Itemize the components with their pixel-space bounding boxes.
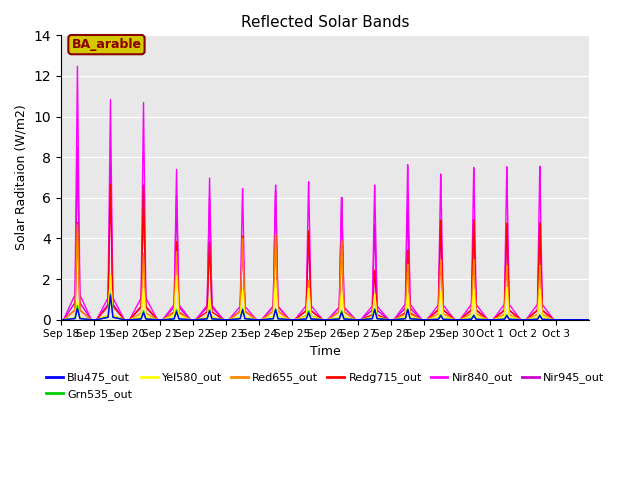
Blu475_out <box>580 317 588 323</box>
Nir840_out <box>473 303 481 309</box>
Redg715_out <box>393 315 401 321</box>
Yel580_out <box>165 314 173 320</box>
Yel580_out <box>440 314 447 320</box>
Red655_out <box>580 317 588 323</box>
Nir840_out <box>165 308 173 314</box>
Nir840_out <box>440 302 447 308</box>
Grn535_out <box>586 317 593 323</box>
Text: BA_arable: BA_arable <box>72 38 141 51</box>
Legend: Blu475_out, Grn535_out, Yel580_out, Red655_out, Redg715_out, Nir840_out, Nir945_: Blu475_out, Grn535_out, Yel580_out, Red6… <box>42 368 609 404</box>
Nir840_out <box>57 317 65 323</box>
Line: Redg715_out: Redg715_out <box>61 184 589 320</box>
Yel580_out <box>586 317 593 323</box>
Nir840_out <box>393 313 401 319</box>
Blu475_out <box>393 317 401 323</box>
Red655_out <box>586 317 593 323</box>
Blu475_out <box>586 317 593 323</box>
Blu475_out <box>473 316 481 322</box>
Nir840_out <box>586 317 593 323</box>
Nir945_out <box>165 310 173 315</box>
Redg715_out <box>505 291 513 297</box>
Yel580_out <box>580 317 588 323</box>
Red655_out <box>505 302 513 308</box>
Red655_out <box>74 222 81 228</box>
Grn535_out <box>473 316 481 322</box>
Nir840_out <box>74 63 81 69</box>
Grn535_out <box>505 315 513 321</box>
Grn535_out <box>393 317 401 323</box>
Red655_out <box>57 317 65 323</box>
Redg715_out <box>440 307 447 312</box>
Line: Grn535_out: Grn535_out <box>61 293 589 320</box>
Nir945_out <box>440 307 447 313</box>
Nir945_out <box>586 317 593 323</box>
Line: Yel580_out: Yel580_out <box>61 276 589 320</box>
Nir945_out <box>505 292 513 298</box>
Grn535_out <box>580 317 588 323</box>
Redg715_out <box>57 317 65 323</box>
Blu475_out <box>505 316 513 322</box>
Grn535_out <box>107 290 115 296</box>
Nir945_out <box>57 317 65 323</box>
Title: Reflected Solar Bands: Reflected Solar Bands <box>241 15 410 30</box>
Line: Red655_out: Red655_out <box>61 225 589 320</box>
Blu475_out <box>440 316 447 322</box>
Red655_out <box>473 311 481 317</box>
Red655_out <box>393 315 401 321</box>
Line: Blu475_out: Blu475_out <box>61 296 589 320</box>
Nir945_out <box>74 144 81 150</box>
X-axis label: Time: Time <box>310 345 340 358</box>
Grn535_out <box>440 316 447 322</box>
Nir945_out <box>580 317 588 323</box>
Redg715_out <box>586 317 593 323</box>
Y-axis label: Solar Raditaion (W/m2): Solar Raditaion (W/m2) <box>15 105 28 251</box>
Line: Nir840_out: Nir840_out <box>61 66 589 320</box>
Yel580_out <box>57 317 65 323</box>
Grn535_out <box>165 316 173 322</box>
Nir840_out <box>505 277 513 283</box>
Nir945_out <box>393 314 401 320</box>
Yel580_out <box>107 273 115 278</box>
Redg715_out <box>107 181 115 187</box>
Redg715_out <box>473 308 481 313</box>
Red655_out <box>440 311 447 317</box>
Blu475_out <box>57 317 65 323</box>
Blu475_out <box>107 293 115 299</box>
Redg715_out <box>165 312 173 318</box>
Yel580_out <box>473 314 481 320</box>
Nir840_out <box>580 317 588 323</box>
Red655_out <box>165 313 173 319</box>
Blu475_out <box>165 316 173 322</box>
Yel580_out <box>393 316 401 322</box>
Grn535_out <box>57 317 65 323</box>
Redg715_out <box>580 317 588 323</box>
Line: Nir945_out: Nir945_out <box>61 147 589 320</box>
Yel580_out <box>505 309 513 314</box>
Nir945_out <box>473 308 481 314</box>
